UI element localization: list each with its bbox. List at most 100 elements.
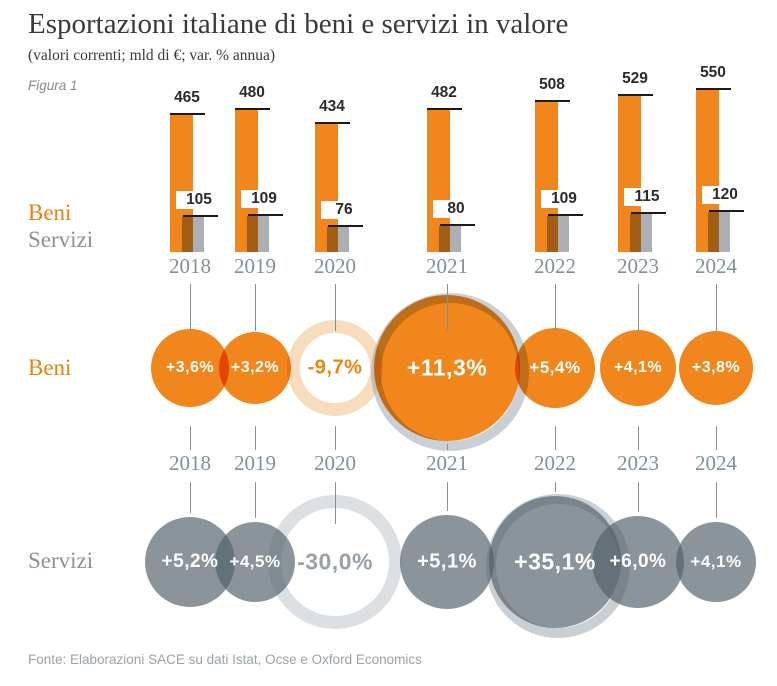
bar-cap-servizi-2022 [548,214,583,216]
connector-bottom-2024 [716,482,717,518]
servizi-bubble-2021 [400,515,494,609]
bar-cap-servizi-2024 [709,210,744,212]
bar-cap-servizi-2018 [183,215,218,217]
bar-cap-beni-2023 [618,94,653,96]
bar-value-beni-2023: 529 [611,70,659,88]
year-axis1-2020: 2020 [314,254,356,278]
beni-growth-label-2021: +11,3% [406,354,488,381]
connector-mid-2019 [255,426,256,450]
bar-cap-servizi-2020 [328,225,363,227]
bar-value-servizi-2020: 76 [321,201,367,219]
servizi-growth-label-2023: +6,0% [609,551,667,572]
bar-beni-2020 [315,124,338,252]
bar-value-beni-2020: 434 [308,98,356,116]
bar-value-servizi-2019: 109 [241,190,287,208]
connector-top-2018 [190,284,191,331]
connector-mid-2022 [555,426,556,450]
beni-growth-label-2023: +4,1% [613,359,663,376]
connector-top-2022 [555,284,556,331]
beni-growth-label-2024: +3,8% [691,359,741,376]
year-axis1-2023: 2023 [617,254,659,278]
bar-servizi-2021 [439,226,461,252]
bar-cap-beni-2024 [696,88,731,90]
year-axis2-2020: 2020 [314,451,356,475]
legend-item-beni: Beni [28,200,72,225]
bar-value-servizi-2021: 80 [433,200,479,218]
bar-value-servizi-2022: 109 [541,190,587,208]
bar-value-servizi-2018: 105 [176,191,222,209]
connector-mid-2024 [716,426,717,450]
year-axis2-2021: 2021 [426,451,468,475]
year-axis2-2019: 2019 [234,451,276,475]
bar-cap-beni-2020 [315,122,350,124]
bar-value-beni-2021: 482 [420,84,468,102]
beni-growth-label-2018: +3,6% [165,359,215,376]
connector-bottom-2020 [335,482,336,524]
connector-bottom-2023 [638,482,639,512]
beni-bubble-2022 [515,328,595,408]
bar-value-beni-2024: 550 [689,64,737,82]
bar-value-servizi-2023: 115 [624,188,670,206]
beni-growth-label-2022: +5,4% [529,358,581,377]
year-axis1-2021: 2021 [426,254,468,278]
year-axis1-2018: 2018 [169,254,211,278]
connector-top-2020 [335,284,336,331]
beni-growth-label-2019: +3,2% [230,359,280,376]
bar-value-beni-2019: 480 [228,84,276,102]
connector-mid-2020 [335,426,336,450]
year-axis2-2018: 2018 [169,451,211,475]
page-subtitle: (valori correnti; mld di €; var. % annua… [28,47,276,64]
bar-cap-beni-2022 [535,100,570,102]
connector-top-2023 [638,284,639,331]
figure-label: Figura 1 [28,78,78,93]
bar-cap-beni-2018 [170,113,205,115]
year-axis2-2023: 2023 [617,451,659,475]
bar-cap-beni-2019 [235,108,270,110]
servizi-growth-label-2019: +4,5% [229,552,281,571]
bar-servizi-2020 [327,227,349,252]
bar-servizi-2018 [182,217,204,252]
bar-servizi-2019 [247,216,269,252]
bar-value-beni-2018: 465 [163,89,211,107]
servizi-growth-label-2018: +5,2% [161,551,219,572]
servizi-growth-label-2020: -30,0% [297,548,373,575]
beni-bubble-2019 [219,332,291,404]
connector-bottom-2021 [447,482,448,511]
bar-servizi-2022 [547,216,569,252]
beni-bubble-2023 [600,330,676,406]
servizi-growth-label-2024: +4,1% [690,552,742,571]
year-axis2-2024: 2024 [695,451,737,475]
connector-mid-2023 [638,426,639,450]
connector-bottom-2018 [190,482,191,513]
year-axis1-2019: 2019 [234,254,276,278]
legend-item-servizi: Servizi [28,227,94,252]
servizi-bubble-2023 [592,516,684,608]
servizi-bubble-2019 [215,522,295,602]
connector-top-2019 [255,284,256,331]
row-label-servizi: Servizi [28,548,94,573]
year-axis1-2024: 2024 [695,254,737,278]
servizi-growth-label-2021: +5,1% [417,550,477,573]
bar-cap-servizi-2021 [440,224,475,226]
beni-growth-label-2020: -9,7% [307,356,363,379]
source-note: Fonte: Elaborazioni SACE su dati Istat, … [28,652,422,667]
beni-bubble-2024 [679,331,753,405]
bar-cap-servizi-2019 [248,214,283,216]
connector-top-2024 [716,284,717,331]
year-axis1-2022: 2022 [534,254,576,278]
servizi-bubble-2024 [676,522,756,602]
bar-value-beni-2022: 508 [528,76,576,94]
row-label-beni: Beni [28,355,72,380]
connector-mid-2021 [447,444,448,450]
bar-value-servizi-2024: 120 [702,186,748,204]
connector-mid-2018 [190,426,191,450]
page-title: Esportazioni italiane di beni e servizi … [28,8,569,40]
bar-servizi-2024 [708,212,730,252]
connector-top-2021 [447,284,448,331]
bar-cap-servizi-2023 [631,212,666,214]
beni-bubble-2018 [151,329,229,407]
bar-cap-beni-2021 [427,108,462,110]
servizi-growth-label-2022: +35,1% [514,548,596,575]
connector-bottom-2022 [555,482,556,492]
